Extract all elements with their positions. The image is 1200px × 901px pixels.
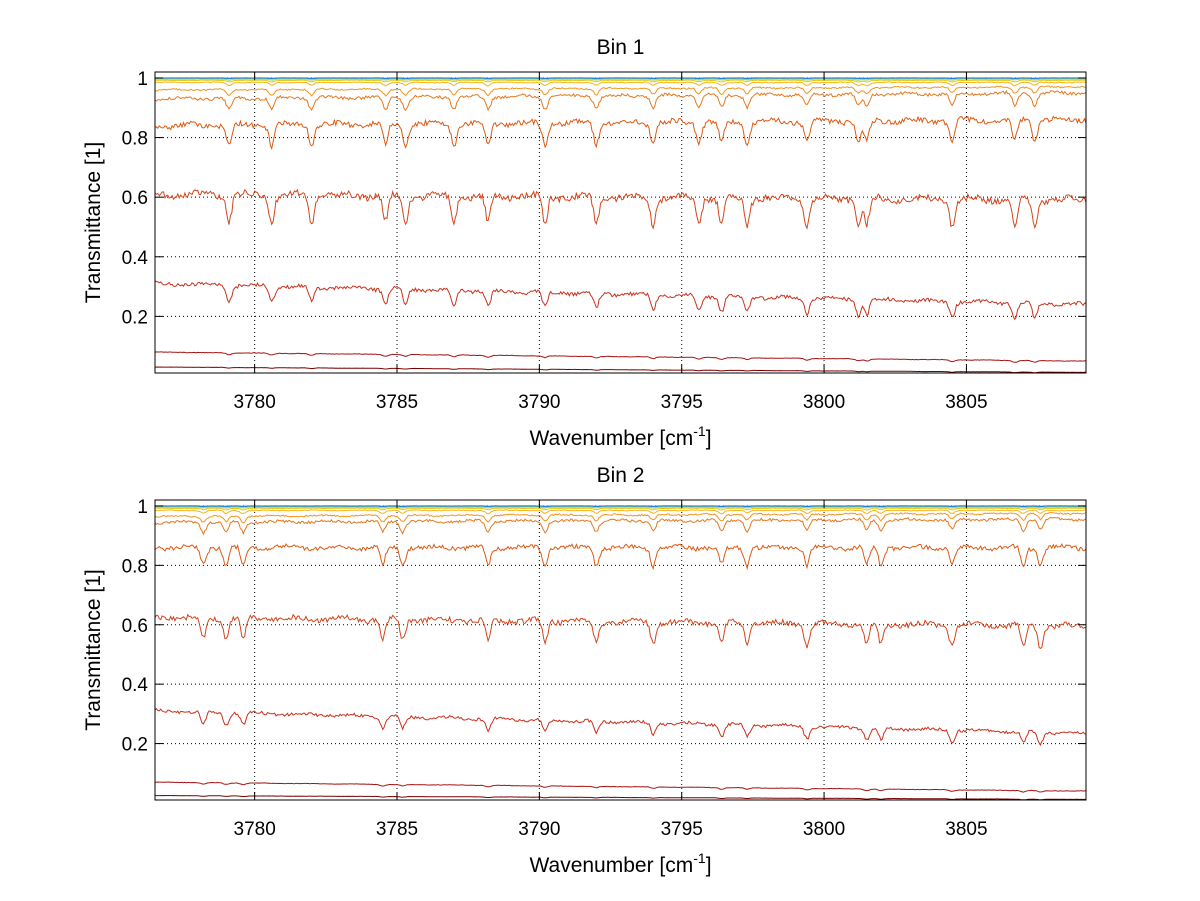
y-tick-label: 0.2 [122,735,148,756]
x-tick-label: 3790 [518,392,560,413]
x-tick-label: 3805 [945,819,987,840]
x-tick-label: 3800 [803,819,845,840]
x-axis-label: Wavenumber [cm-1] [529,423,711,450]
series-group [154,505,1087,801]
y-tick-label: 1 [137,497,148,518]
x-axis-label-main: Wavenumber [cm [529,854,693,877]
x-tick-label: 3780 [234,819,276,840]
series-line-3 [154,707,1087,747]
axes-frame [154,71,1087,374]
series-line-1 [154,366,1086,374]
series-group [154,77,1087,374]
x-tick-label: 3780 [234,392,276,413]
y-tick-label: 0.6 [122,616,148,637]
series-line-7 [154,85,1086,97]
y-tick-label: 0.4 [122,248,149,269]
y-tick-label: 1 [137,69,148,90]
series-line-5 [154,115,1087,151]
subplot-1: 3780 3785 3790 3795 3800 3805 0.2 0.4 0.6 0.8 1 Bin… [82,36,1087,450]
x-axis-label-sup: -1 [693,850,706,866]
x-tick-label: 3790 [518,819,560,840]
series-line-5 [154,543,1087,571]
series-line-6 [154,516,1087,536]
x-tick-label: 3805 [945,392,987,413]
series-line-2 [154,781,1087,793]
series-line-9 [154,507,1086,511]
x-axis-label-sup: -1 [693,423,706,439]
x-tick-label: 3795 [661,819,703,840]
subplot-2: 3780 3785 3790 3795 3800 3805 0.2 0.4 0.6 0.8 1 Bin… [82,464,1087,877]
series-line-10 [154,78,1086,81]
chart-title: Bin 1 [597,36,645,59]
x-axis-label-main: Wavenumber [cm [529,427,693,450]
series-line-10 [155,506,1087,509]
y-tick-label: 0.8 [122,129,148,150]
series-line-8 [154,81,1087,87]
series-line-1 [154,794,1086,801]
x-tick-label: 3795 [661,392,703,413]
grid [155,72,1086,373]
y-tick-label: 0.6 [122,188,148,209]
series-line-3 [154,280,1087,321]
x-tick-label: 3785 [376,819,418,840]
series-line-4 [154,188,1087,230]
y-axis-label: Transmittance [1] [82,569,105,730]
series-line-4 [154,613,1087,650]
series-line-7 [154,511,1087,524]
series-line-6 [154,89,1087,112]
x-tick-label: 3800 [803,392,845,413]
y-tick-label: 0.4 [122,675,149,696]
x-axis-label: Wavenumber [cm-1] [529,850,711,877]
x-tick-label: 3785 [376,392,418,413]
chart-title: Bin 2 [597,464,645,487]
x-axis-label-end: ] [706,854,712,877]
x-axis-label-end: ] [706,427,712,450]
series-line-9 [154,79,1087,83]
y-tick-label: 0.2 [122,307,148,328]
y-tick-label: 0.8 [122,556,148,577]
axes-frame [154,499,1087,801]
series-line-8 [154,509,1087,515]
y-axis-label: Transmittance [1] [82,142,105,303]
series-line-2 [154,351,1087,363]
